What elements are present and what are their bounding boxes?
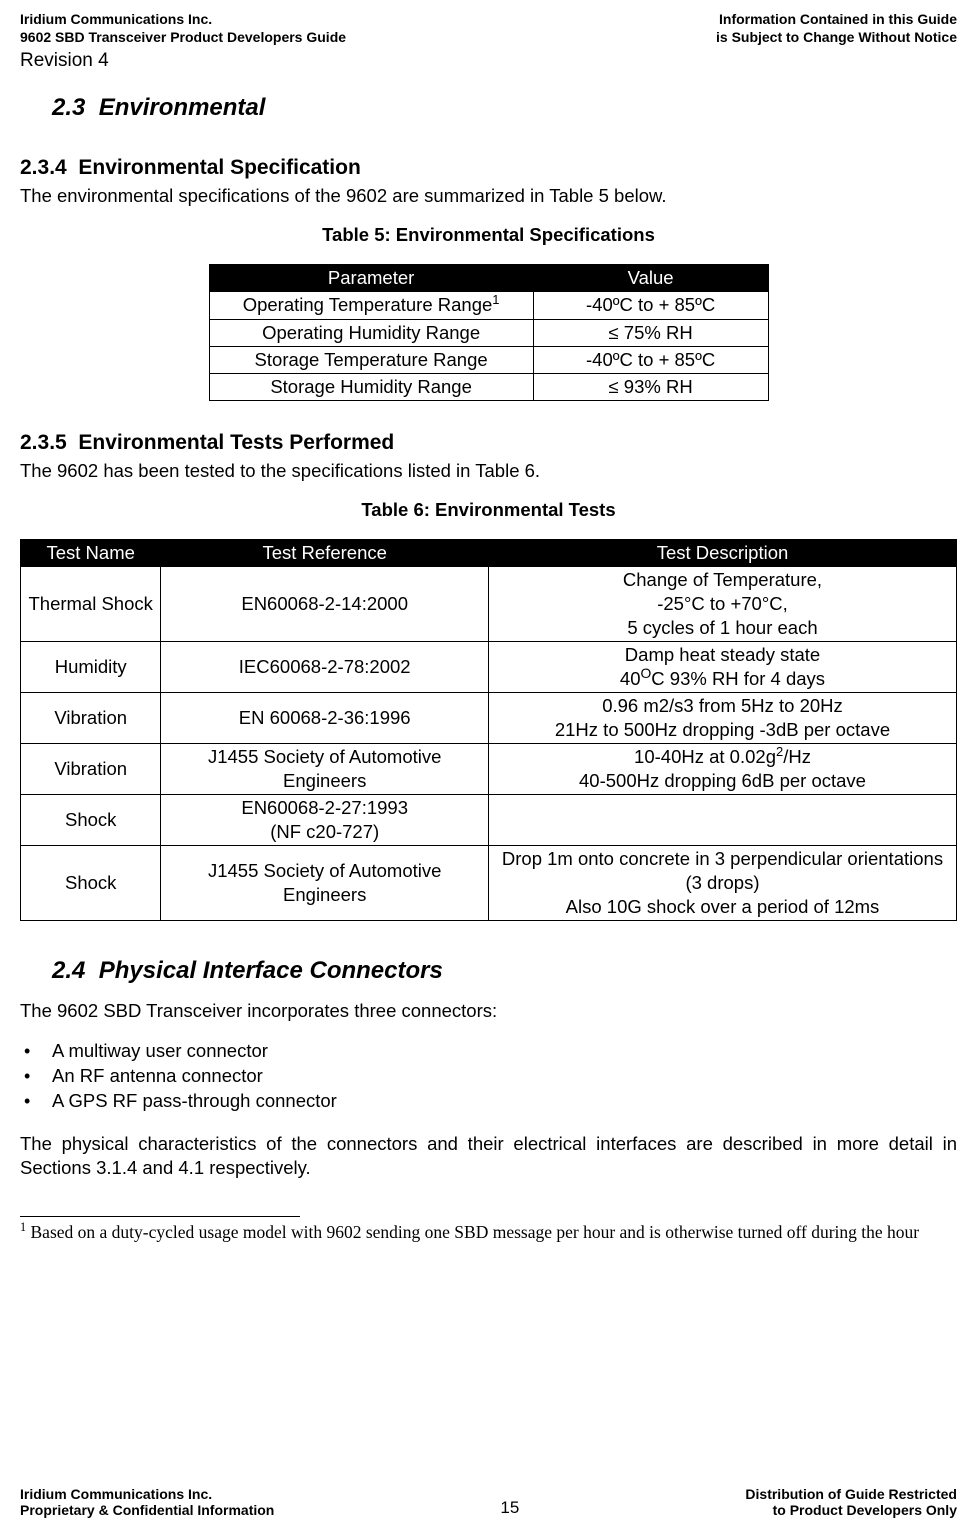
table-row: Operating Temperature Range1-40ºC to + 8…: [209, 292, 768, 319]
section-2-4-number: 2.4: [52, 957, 85, 984]
table-row: HumidityIEC60068-2-78:2002Damp heat stea…: [21, 641, 957, 692]
header-right-line1: Information Contained in this Guide: [719, 11, 957, 27]
footer-left-line1: Iridium Communications Inc.: [20, 1486, 212, 1502]
section-2-3-title: Environmental: [99, 94, 266, 121]
table-5-value: ≤ 75% RH: [533, 319, 768, 346]
section-2-3-number: 2.3: [52, 94, 85, 121]
table-6-name: Thermal Shock: [21, 566, 161, 641]
table-6-header-row: Test Name Test Reference Test Descriptio…: [21, 539, 957, 566]
section-2-3-4-intro: The environmental specifications of the …: [20, 184, 957, 208]
table-row: VibrationEN 60068-2-36:19960.96 m2/s3 fr…: [21, 692, 957, 743]
table-row: ShockJ1455 Society of Automotive Enginee…: [21, 846, 957, 921]
section-2-3-4-title: Environmental Specification: [78, 156, 360, 179]
footer-right-line1: Distribution of Guide Restricted: [745, 1486, 957, 1502]
table-row: ShockEN60068-2-27:1993(NF c20-727): [21, 795, 957, 846]
table-row: Operating Humidity Range≤ 75% RH: [209, 319, 768, 346]
table-5: Parameter Value Operating Temperature Ra…: [209, 264, 769, 400]
section-2-3-5-title: Environmental Tests Performed: [78, 431, 394, 454]
footnote-1: 1 Based on a duty-cycled usage model wit…: [20, 1221, 957, 1244]
header-left-line1: Iridium Communications Inc.: [20, 11, 212, 27]
table-6-header-1: Test Reference: [161, 539, 489, 566]
section-2-3-5-heading: 2.3.5 Environmental Tests Performed: [20, 431, 957, 455]
table-6-ref: J1455 Society of Automotive Engineers: [161, 846, 489, 921]
table-6-ref: J1455 Society of Automotive Engineers: [161, 744, 489, 795]
table-6-name: Shock: [21, 795, 161, 846]
table-6-desc: 10-40Hz at 0.02g2/Hz40-500Hz dropping 6d…: [488, 744, 956, 795]
footer-right: Distribution of Guide Restricted to Prod…: [745, 1486, 957, 1518]
section-2-4-title: Physical Interface Connectors: [99, 957, 443, 984]
section-2-4-list: A multiway user connectorAn RF antenna c…: [20, 1039, 957, 1114]
footer-left: Iridium Communications Inc. Proprietary …: [20, 1486, 274, 1518]
table-6-header-0: Test Name: [21, 539, 161, 566]
table-6-name: Vibration: [21, 744, 161, 795]
section-2-4-heading: 2.4 Physical Interface Connectors: [52, 957, 957, 985]
table-6-name: Shock: [21, 846, 161, 921]
page-footer: Iridium Communications Inc. Proprietary …: [20, 1486, 957, 1518]
table-6-desc: Damp heat steady state40OC 93% RH for 4 …: [488, 641, 956, 692]
table-6-desc: 0.96 m2/s3 from 5Hz to 20Hz21Hz to 500Hz…: [488, 692, 956, 743]
section-2-3-4-heading: 2.3.4 Environmental Specification: [20, 156, 957, 180]
header-left: Iridium Communications Inc. 9602 SBD Tra…: [20, 10, 346, 46]
section-2-4-intro: The 9602 SBD Transceiver incorporates th…: [20, 999, 957, 1023]
table-5-header-1: Value: [533, 265, 768, 292]
section-2-3-4-number: 2.3.4: [20, 156, 67, 179]
table-5-param: Storage Temperature Range: [209, 346, 533, 373]
header-left-line2: 9602 SBD Transceiver Product Developers …: [20, 29, 346, 45]
footnote-rule: [20, 1216, 300, 1217]
table-5-header-0: Parameter: [209, 265, 533, 292]
table-6-title: Table 6: Environmental Tests: [20, 499, 957, 521]
section-2-3-heading: 2.3 Environmental: [52, 94, 957, 122]
section-2-4-outro: The physical characteristics of the conn…: [20, 1132, 957, 1180]
table-6-desc: Drop 1m onto concrete in 3 perpendicular…: [488, 846, 956, 921]
table-5-param: Operating Temperature Range1: [209, 292, 533, 319]
footnote-text: Based on a duty-cycled usage model with …: [26, 1222, 919, 1242]
table-6-ref: IEC60068-2-78:2002: [161, 641, 489, 692]
table-6-header-2: Test Description: [488, 539, 956, 566]
table-6-ref: EN60068-2-14:2000: [161, 566, 489, 641]
section-2-3-5-number: 2.3.5: [20, 431, 67, 454]
page-header: Iridium Communications Inc. 9602 SBD Tra…: [20, 10, 957, 46]
table-6-desc: [488, 795, 956, 846]
table-row: Thermal ShockEN60068-2-14:2000Change of …: [21, 566, 957, 641]
table-5-header-row: Parameter Value: [209, 265, 768, 292]
table-6: Test Name Test Reference Test Descriptio…: [20, 539, 957, 922]
list-item: A multiway user connector: [24, 1039, 957, 1064]
header-right: Information Contained in this Guide is S…: [716, 10, 957, 46]
table-row: VibrationJ1455 Society of Automotive Eng…: [21, 744, 957, 795]
section-2-3-5-intro: The 9602 has been tested to the specific…: [20, 459, 957, 483]
revision-text: Revision 4: [20, 50, 957, 72]
table-6-name: Humidity: [21, 641, 161, 692]
table-5-value: ≤ 93% RH: [533, 373, 768, 400]
table-6-ref: EN 60068-2-36:1996: [161, 692, 489, 743]
table-6-desc: Change of Temperature,-25°C to +70°C,5 c…: [488, 566, 956, 641]
header-right-line2: is Subject to Change Without Notice: [716, 29, 957, 45]
table-row: Storage Temperature Range-40ºC to + 85ºC: [209, 346, 768, 373]
list-item: A GPS RF pass-through connector: [24, 1089, 957, 1114]
table-5-value: -40ºC to + 85ºC: [533, 292, 768, 319]
table-5-param: Storage Humidity Range: [209, 373, 533, 400]
table-5-value: -40ºC to + 85ºC: [533, 346, 768, 373]
table-5-param: Operating Humidity Range: [209, 319, 533, 346]
table-row: Storage Humidity Range≤ 93% RH: [209, 373, 768, 400]
footer-page-number: 15: [500, 1498, 519, 1518]
table-5-title: Table 5: Environmental Specifications: [20, 224, 957, 246]
footer-left-line2: Proprietary & Confidential Information: [20, 1502, 274, 1518]
table-6-name: Vibration: [21, 692, 161, 743]
list-item: An RF antenna connector: [24, 1064, 957, 1089]
table-6-ref: EN60068-2-27:1993(NF c20-727): [161, 795, 489, 846]
footer-right-line2: to Product Developers Only: [773, 1502, 957, 1518]
